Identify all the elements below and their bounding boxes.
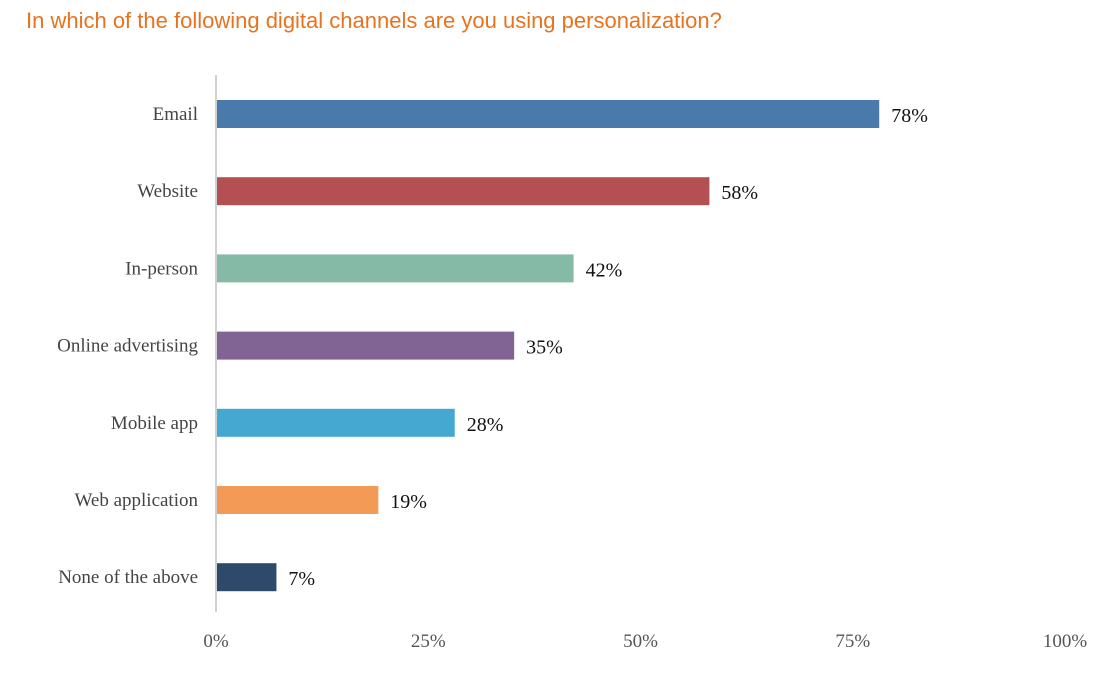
data-label: 42%: [586, 259, 623, 281]
data-label: 58%: [721, 182, 758, 204]
data-label: 7%: [288, 568, 315, 590]
data-label: 78%: [891, 105, 928, 127]
category-label: In-person: [125, 258, 198, 279]
chart-title: In which of the following digital channe…: [26, 8, 722, 33]
category-label: Mobile app: [111, 413, 198, 434]
x-tick-label: 75%: [835, 631, 870, 652]
data-label: 28%: [467, 414, 504, 436]
category-label: Web application: [74, 490, 198, 511]
x-tick-label: 100%: [1043, 631, 1088, 652]
bar-6: [217, 563, 277, 592]
bar-2: [217, 254, 574, 283]
category-label: Online advertising: [57, 336, 198, 357]
data-label: 35%: [526, 337, 563, 359]
bar-1: [217, 177, 710, 206]
data-label: 19%: [390, 491, 427, 513]
category-label: None of the above: [58, 567, 198, 588]
x-tick-label: 50%: [623, 631, 658, 652]
bar-3: [217, 331, 515, 360]
category-label: Website: [137, 181, 198, 202]
bar-4: [217, 408, 455, 437]
category-label: Email: [153, 104, 198, 125]
x-tick-label: 25%: [411, 631, 446, 652]
bar-0: [217, 100, 880, 128]
x-tick-label: 0%: [203, 631, 229, 652]
bar-5: [217, 486, 379, 514]
